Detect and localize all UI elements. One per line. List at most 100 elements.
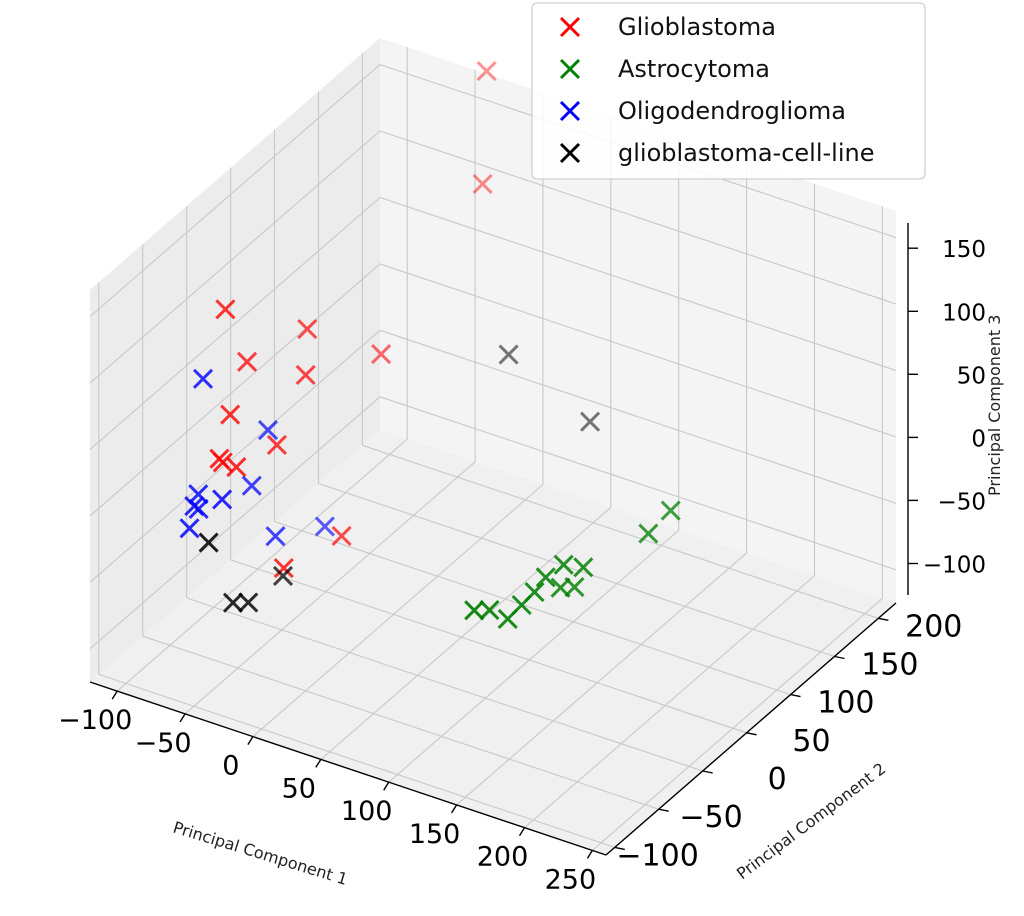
y-tick-mark — [614, 846, 625, 851]
x-tick-mark — [586, 850, 593, 859]
z-tick-label: −100 — [923, 553, 986, 579]
legend-item: Oligodendroglioma — [559, 97, 846, 125]
x-axis-line — [89, 681, 607, 856]
y-gridline-floor — [362, 444, 879, 619]
data-point — [184, 495, 205, 517]
z-gridline-left — [89, 396, 381, 650]
x-tick-mark — [179, 713, 186, 723]
data-point — [266, 434, 287, 455]
y-tick-label: 0 — [768, 762, 787, 797]
y-tick-mark — [834, 655, 845, 660]
x-gridline-floor — [456, 552, 747, 806]
x-tick-label: −50 — [135, 728, 192, 759]
z-gridline-back — [379, 329, 897, 504]
series-glioblastoma-cell-line — [198, 344, 601, 613]
legend-frame — [531, 2, 926, 180]
x-tick-label: 50 — [282, 773, 316, 804]
legend-label: Glioblastoma — [618, 13, 776, 41]
data-point — [472, 173, 493, 194]
data-point — [215, 299, 236, 320]
x-gridline-floor — [116, 438, 408, 692]
data-point — [638, 523, 659, 544]
x-tick-mark — [518, 827, 526, 837]
z-gridline-left — [89, 197, 381, 450]
x-tick-mark — [315, 759, 322, 768]
axis-ticks: −100−50050100150200250−100−5005010015020… — [58, 237, 986, 895]
x-tick-mark — [111, 690, 118, 700]
legend-label: Astrocytoma — [618, 55, 770, 83]
y-gridline-floor — [98, 673, 615, 848]
legend-item: Astrocytoma — [559, 55, 770, 83]
data-point — [212, 452, 233, 473]
legend-label: glioblastoma-cell-line — [618, 139, 874, 167]
data-point — [236, 351, 258, 372]
z-tick-label: 0 — [971, 426, 986, 452]
z-tick-label: 150 — [942, 237, 986, 263]
data-point — [212, 489, 233, 510]
z-axis-label: Principal Component 3 — [985, 315, 1004, 496]
x-tick-label: 0 — [222, 751, 239, 782]
data-point — [295, 364, 316, 386]
x-tick-mark — [383, 781, 390, 791]
x-tick-mark — [247, 736, 254, 745]
left-pane — [90, 38, 380, 682]
x-tick-mark — [451, 804, 458, 814]
data-point — [498, 344, 519, 365]
data-point — [476, 60, 497, 82]
y-tick-label: 50 — [792, 724, 830, 759]
legend: Glioblastoma Astrocytoma Oligodendroglioma… — [531, 2, 926, 180]
z-gridline-back — [379, 130, 897, 305]
data-point — [257, 420, 279, 441]
data-point — [371, 344, 392, 365]
x-tick-label: 100 — [341, 796, 393, 827]
z-gridline-left — [89, 130, 381, 384]
data-point — [192, 368, 214, 389]
x-gridline-floor — [320, 506, 612, 760]
z-tick-label: 50 — [957, 363, 986, 389]
x-axis-label: Principal Component 1 — [171, 818, 350, 889]
y-tick-mark — [658, 808, 669, 812]
x-tick-label: 250 — [545, 864, 597, 895]
x-tick-label: −100 — [58, 705, 132, 736]
y-gridline-floor — [142, 635, 659, 810]
data-point — [265, 526, 286, 547]
y-tick-mark — [790, 693, 801, 698]
data-point — [179, 518, 200, 539]
y-gridline-floor — [274, 521, 791, 696]
data-point — [524, 582, 545, 603]
z-gridline-back — [379, 396, 897, 571]
z-gridline-left — [89, 329, 381, 583]
x-gridline-floor — [252, 484, 544, 738]
x-gridline-floor — [184, 461, 476, 715]
z-gridline-left — [89, 263, 381, 517]
x-gridline-floor — [388, 529, 680, 783]
data-point — [660, 500, 681, 521]
y-gridline-floor — [318, 482, 835, 658]
z-gridline-back — [379, 263, 897, 438]
legend-item: glioblastoma-cell-line — [559, 139, 874, 167]
z-tick-label: −50 — [937, 489, 986, 515]
data-point — [573, 557, 594, 578]
data-point — [331, 525, 352, 546]
axes-grid — [89, 47, 897, 851]
data-point — [535, 567, 556, 588]
y-tick-mark — [878, 617, 889, 621]
data-point — [198, 532, 219, 553]
floor-pane — [90, 430, 896, 855]
data-point — [553, 554, 574, 575]
data-point — [273, 558, 294, 579]
series-glioblastoma — [209, 60, 497, 579]
data-point — [222, 592, 244, 613]
x-gridline-floor — [524, 575, 815, 829]
data-point — [238, 592, 259, 613]
data-point — [314, 516, 335, 537]
y-axis-label: Principal Component 2 — [733, 759, 889, 883]
x-gridline-floor — [592, 597, 883, 851]
axes-lines — [89, 223, 909, 856]
y-tick-mark — [702, 770, 713, 774]
x-tick-label: 150 — [409, 819, 461, 850]
data-point — [220, 404, 241, 425]
z-gridline-left — [89, 64, 381, 318]
data-point — [564, 576, 585, 598]
